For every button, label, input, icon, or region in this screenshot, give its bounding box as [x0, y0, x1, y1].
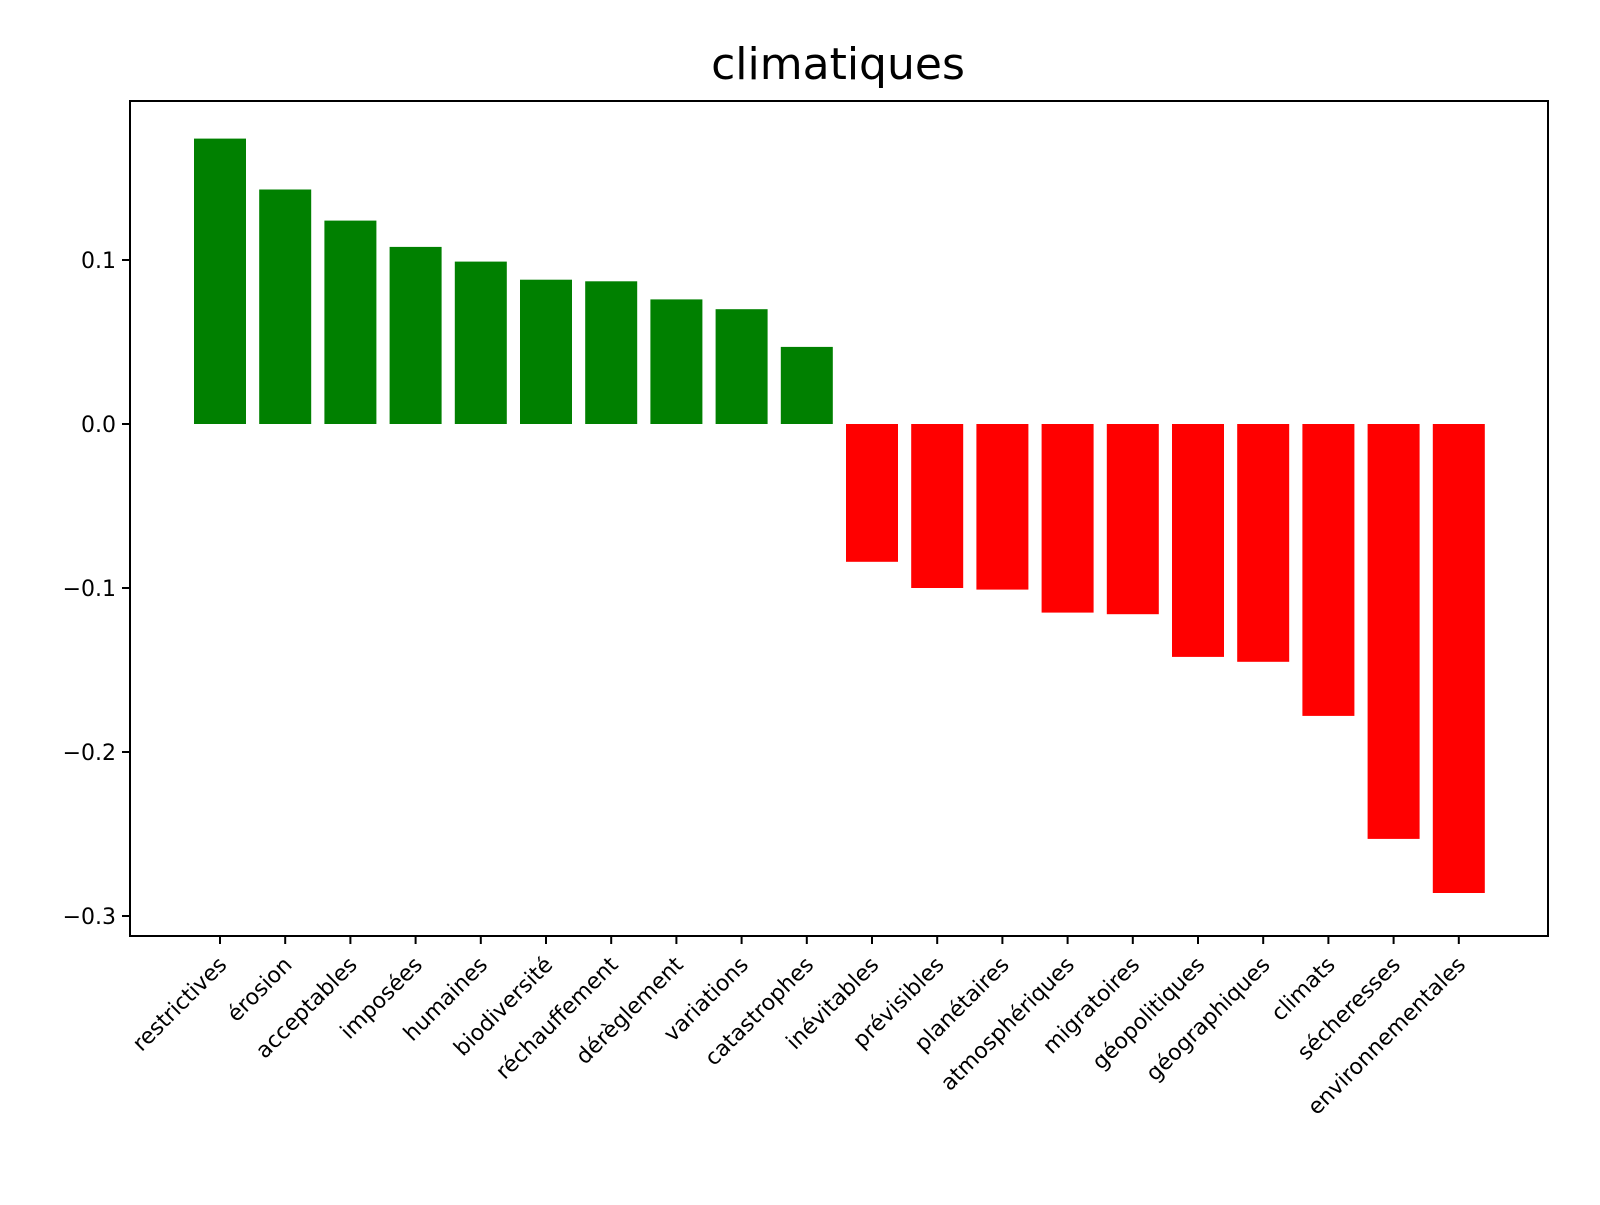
bar-géographiques	[1237, 424, 1290, 662]
bar-variations	[715, 309, 768, 424]
y-tick-label: 0.0	[81, 413, 116, 438]
bar-climats	[1302, 424, 1355, 716]
y-tick-label: 0.1	[81, 249, 116, 274]
bars-group	[194, 138, 1485, 893]
y-tick-label: −0.1	[63, 577, 116, 602]
bar-catastrophes	[780, 346, 833, 424]
bar-restrictives	[194, 138, 246, 424]
bar-atmosphériques	[1041, 424, 1094, 613]
bar-réchauffement	[585, 281, 638, 424]
bar-prévisibles	[911, 424, 964, 588]
x-tick-label: géographiques	[1142, 953, 1276, 1087]
bar-géopolitiques	[1172, 424, 1224, 657]
bar-inévitables	[846, 424, 898, 562]
bar-humaines	[454, 261, 507, 424]
bar-environnementales	[1432, 424, 1485, 893]
bar-érosion	[259, 189, 312, 424]
bar-migratoires	[1106, 424, 1159, 615]
bar-planétaires	[976, 424, 1029, 590]
x-tick-label: restrictives	[128, 953, 232, 1057]
bar-sécheresses	[1367, 424, 1420, 839]
x-tick-label: géopolitiques	[1088, 953, 1211, 1076]
bar-dérèglement	[650, 299, 703, 424]
bar-acceptables	[324, 220, 377, 424]
y-axis: 0.1 0.0 −0.1 −0.2 −0.3	[63, 249, 130, 930]
bar-imposées	[389, 246, 442, 424]
x-axis: restrictivesérosionacceptablesimposéeshu…	[128, 936, 1471, 1120]
chart-title: climatiques	[711, 39, 965, 90]
plot-frame	[129, 100, 1549, 937]
y-tick-label: −0.2	[63, 741, 116, 766]
y-tick-label: −0.3	[63, 905, 116, 930]
bar-biodiversité	[520, 279, 572, 424]
